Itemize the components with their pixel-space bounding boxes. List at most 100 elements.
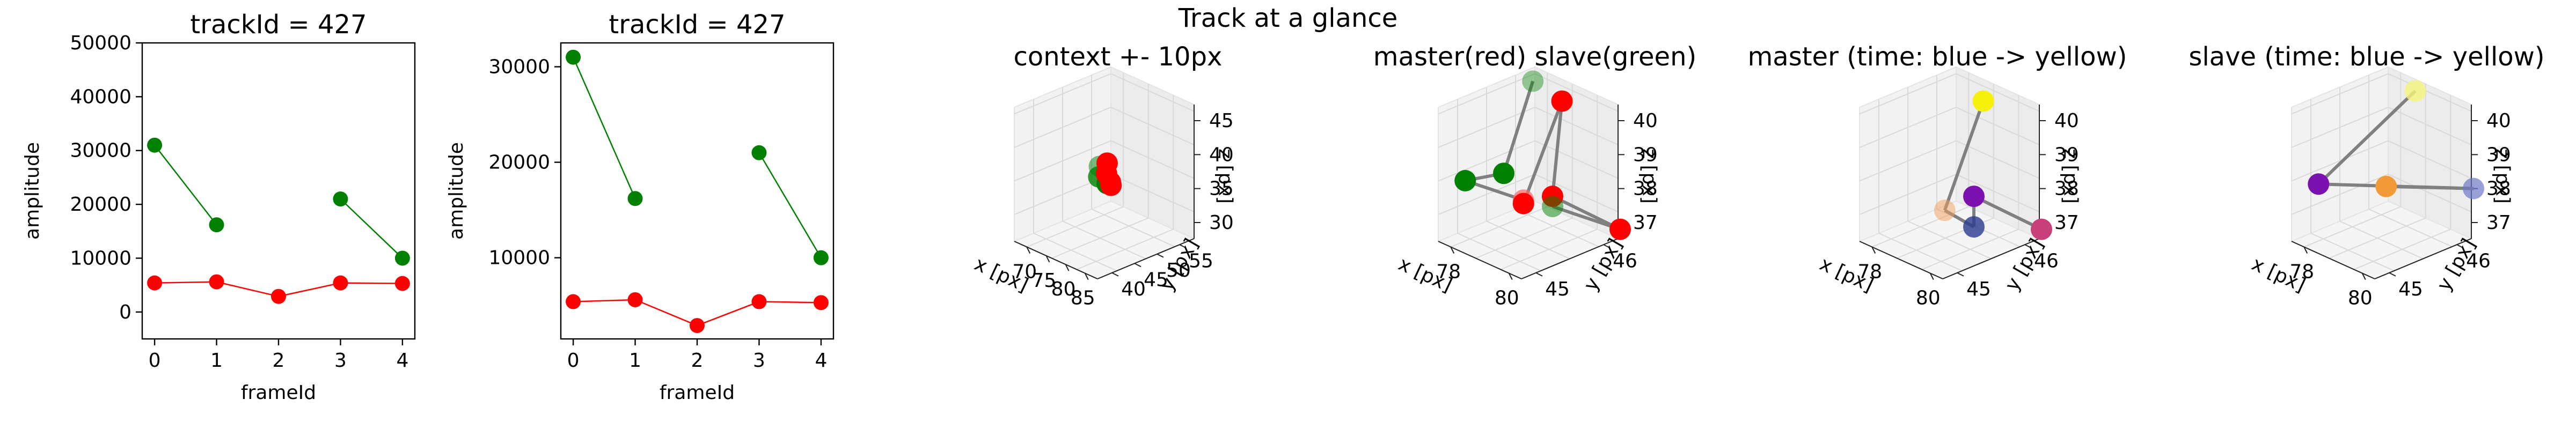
x-tick-label: 0 [567,350,580,372]
undefined [1457,233,1541,271]
data-point [394,250,410,266]
chart-title: master(red) slave(green) [1373,42,1696,72]
data-point [1512,193,1534,214]
data-point [2375,175,2397,197]
series-line [572,57,636,199]
y-tick-label: 50 [1166,260,1191,282]
data-point [1493,162,1514,184]
data-point [2308,173,2330,195]
line-chart-2: 0 1 2 3 4 10000 20000 30000 trackId = 427 frameId… [445,10,835,404]
z-tick-label: 39 [1633,144,1658,166]
data-point [1522,70,1544,92]
y-axis-label: amplitude [445,142,467,240]
data-point [1972,90,1994,112]
undefined [1076,228,1174,270]
x-axis-label: frameId [241,382,316,404]
y-tick-label: 20000 [70,194,131,216]
data-point [147,275,163,291]
y-tick-label: 20000 [488,152,550,174]
axis-line [1097,238,1195,279]
x-tick-label: 78 [1436,261,1461,283]
axis-line [1438,241,1522,279]
undefined [1110,174,1195,212]
undefined [1062,220,1146,260]
undefined [1110,107,1195,145]
undefined [1033,233,1117,271]
x-tick-mark [2303,247,2308,254]
undefined [1534,140,1619,179]
chart-title: trackId = 427 [609,10,785,40]
y-tick-label: 10000 [70,247,131,269]
undefined [1534,107,1619,145]
x-axis-label: frameId [660,382,735,404]
data-point [333,191,348,207]
data-point [2031,218,2052,240]
x-tick-mark [1026,247,1031,254]
link-line [1551,101,1564,197]
undefined [2368,209,2453,247]
y-tick-label: 45 [1545,278,1570,300]
undefined [1486,220,1570,260]
x-tick-label: 1 [629,350,641,372]
z-axis-label: z [px] [1638,149,1660,204]
y-tick-label: 0 [119,301,131,323]
x-tick-mark [2361,273,2366,280]
y-tick-label: 46 [1613,250,1637,272]
axis-line [2374,238,2472,279]
data-point [690,318,705,334]
y-tick-mark [2456,244,2464,249]
x-tick-label: 0 [149,350,161,372]
z-tick-label: 30 [1209,212,1234,234]
x-tick-mark [1871,247,1876,254]
y-tick-label: 45 [1144,269,1168,291]
scatter3d-chart-4: 78 80 45 46 37 38 39 40 slave (time: blue -> yel… [2189,42,2544,309]
x-tick-label: 75 [1032,270,1057,292]
undefined [2310,233,2395,271]
undefined [1091,209,1175,247]
undefined [1956,140,2040,179]
link-line [1521,100,1564,204]
axis-line [1859,241,1943,279]
undefined [1110,140,1195,179]
link-line [1973,195,2043,231]
x-tick-label: 3 [753,350,765,372]
z-tick-label: 45 [1209,110,1234,132]
y-tick-label: 45 [1966,278,1991,300]
undefined [1450,206,1548,248]
z-axis-label: z [px] [1214,149,1236,204]
data-point [1100,174,1122,196]
link-line [1502,80,1535,174]
axis-line [2291,241,2375,279]
link-line [1943,100,1985,211]
y-tick-label: 30000 [488,56,550,78]
undefined [1956,107,2040,145]
y-tick-label: 50000 [70,32,131,54]
x-tick-label: 78 [1857,261,1882,283]
series-line [758,152,822,258]
z-tick-label: 40 [2054,110,2079,132]
axis-line [1521,238,1619,279]
link-line [1552,195,1621,231]
data-point [1963,216,1985,238]
y-tick-mark [2024,244,2032,249]
undefined [2388,140,2472,179]
x-tick-label: 78 [2289,261,2314,283]
y-tick-label: 40 [1121,278,1146,300]
x-tick-label: 3 [334,350,347,372]
data-point [751,145,767,160]
data-point [2404,80,2426,102]
undefined [1956,73,2040,112]
x-tick-mark [1045,255,1050,263]
series-line [340,198,403,259]
undefined [2303,206,2401,248]
data-point [394,276,410,291]
data-point [333,275,348,291]
data-point [566,49,581,65]
y-tick-label: 45 [2398,278,2423,300]
x-tick-label: 4 [396,350,408,372]
data-point [813,250,829,265]
z-tick-label: 38 [2054,178,2079,200]
